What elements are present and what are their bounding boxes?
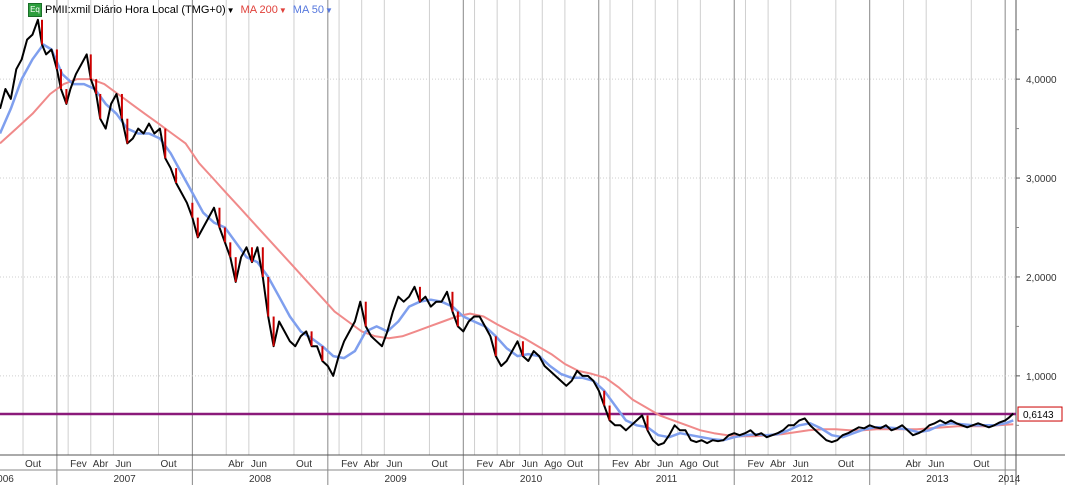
x-month-label: Out [431,459,447,470]
x-year-label: 2013 [926,474,949,485]
last-value-label: 0,6143 [1023,410,1054,421]
x-month-label: Out [702,459,718,470]
equity-badge-icon: Eq [28,3,42,17]
x-year-label: 2008 [249,474,272,485]
x-month-label: Ago [680,459,698,470]
x-month-label: Out [296,459,312,470]
x-month-label: Abr [93,459,109,470]
x-year-label: 2007 [114,474,137,485]
ma200-series-line [0,78,1014,438]
ma50-label[interactable]: MA 50 [292,4,324,16]
x-month-label: Abr [364,459,380,470]
last-value-box [1017,406,1063,422]
price-series-line [0,18,1014,447]
symbol-label[interactable]: PMII:xmil Diário Hora Local (TMG+0) [45,4,226,16]
x-year-label: 2009 [384,474,407,485]
x-month-label: Abr [770,459,786,470]
x-month-label: Out [567,459,583,470]
x-year-label: 2006 [0,474,14,485]
x-month-label: Fev [747,459,764,470]
x-month-label: Jun [657,459,673,470]
x-year-label: 2011 [656,474,678,485]
x-month-label: Jun [386,459,402,470]
ma50-series-line [0,43,1014,442]
x-month-label: Jun [928,459,944,470]
ma200-dropdown-icon[interactable]: ▼ [278,5,287,15]
chart-legend: Eq PMII:xmil Diário Hora Local (TMG+0) ▼… [28,3,339,17]
y-tick-label: 3,0000 [1026,174,1057,185]
x-month-label: Jun [522,459,538,470]
x-month-label: Out [25,459,41,470]
symbol-dropdown-icon[interactable]: ▼ [226,5,235,15]
x-year-label: 2014 [998,474,1021,485]
plot-background [0,0,1016,485]
x-month-label: Fev [612,459,629,470]
x-month-label: Jun [251,459,267,470]
x-month-label: Abr [635,459,651,470]
x-year-label: 2012 [791,474,814,485]
x-month-label: Abr [499,459,515,470]
y-tick-label: 2,0000 [1026,273,1057,284]
x-month-label: Fev [341,459,358,470]
x-month-label: Ago [544,459,562,470]
x-month-label: Fev [477,459,494,470]
ma50-dropdown-icon[interactable]: ▼ [324,5,333,15]
x-month-label: Out [973,459,989,470]
x-year-label: 2010 [520,474,543,485]
x-month-label: Out [160,459,176,470]
x-month-label: Jun [115,459,131,470]
x-month-label: Fev [70,459,87,470]
y-tick-label: 1,0000 [1026,372,1057,383]
x-month-label: Abr [906,459,922,470]
ma200-label[interactable]: MA 200 [240,4,278,16]
y-tick-label: 4,0000 [1026,75,1057,86]
x-month-label: Jun [793,459,809,470]
x-month-label: Out [838,459,854,470]
x-month-label: Abr [228,459,244,470]
